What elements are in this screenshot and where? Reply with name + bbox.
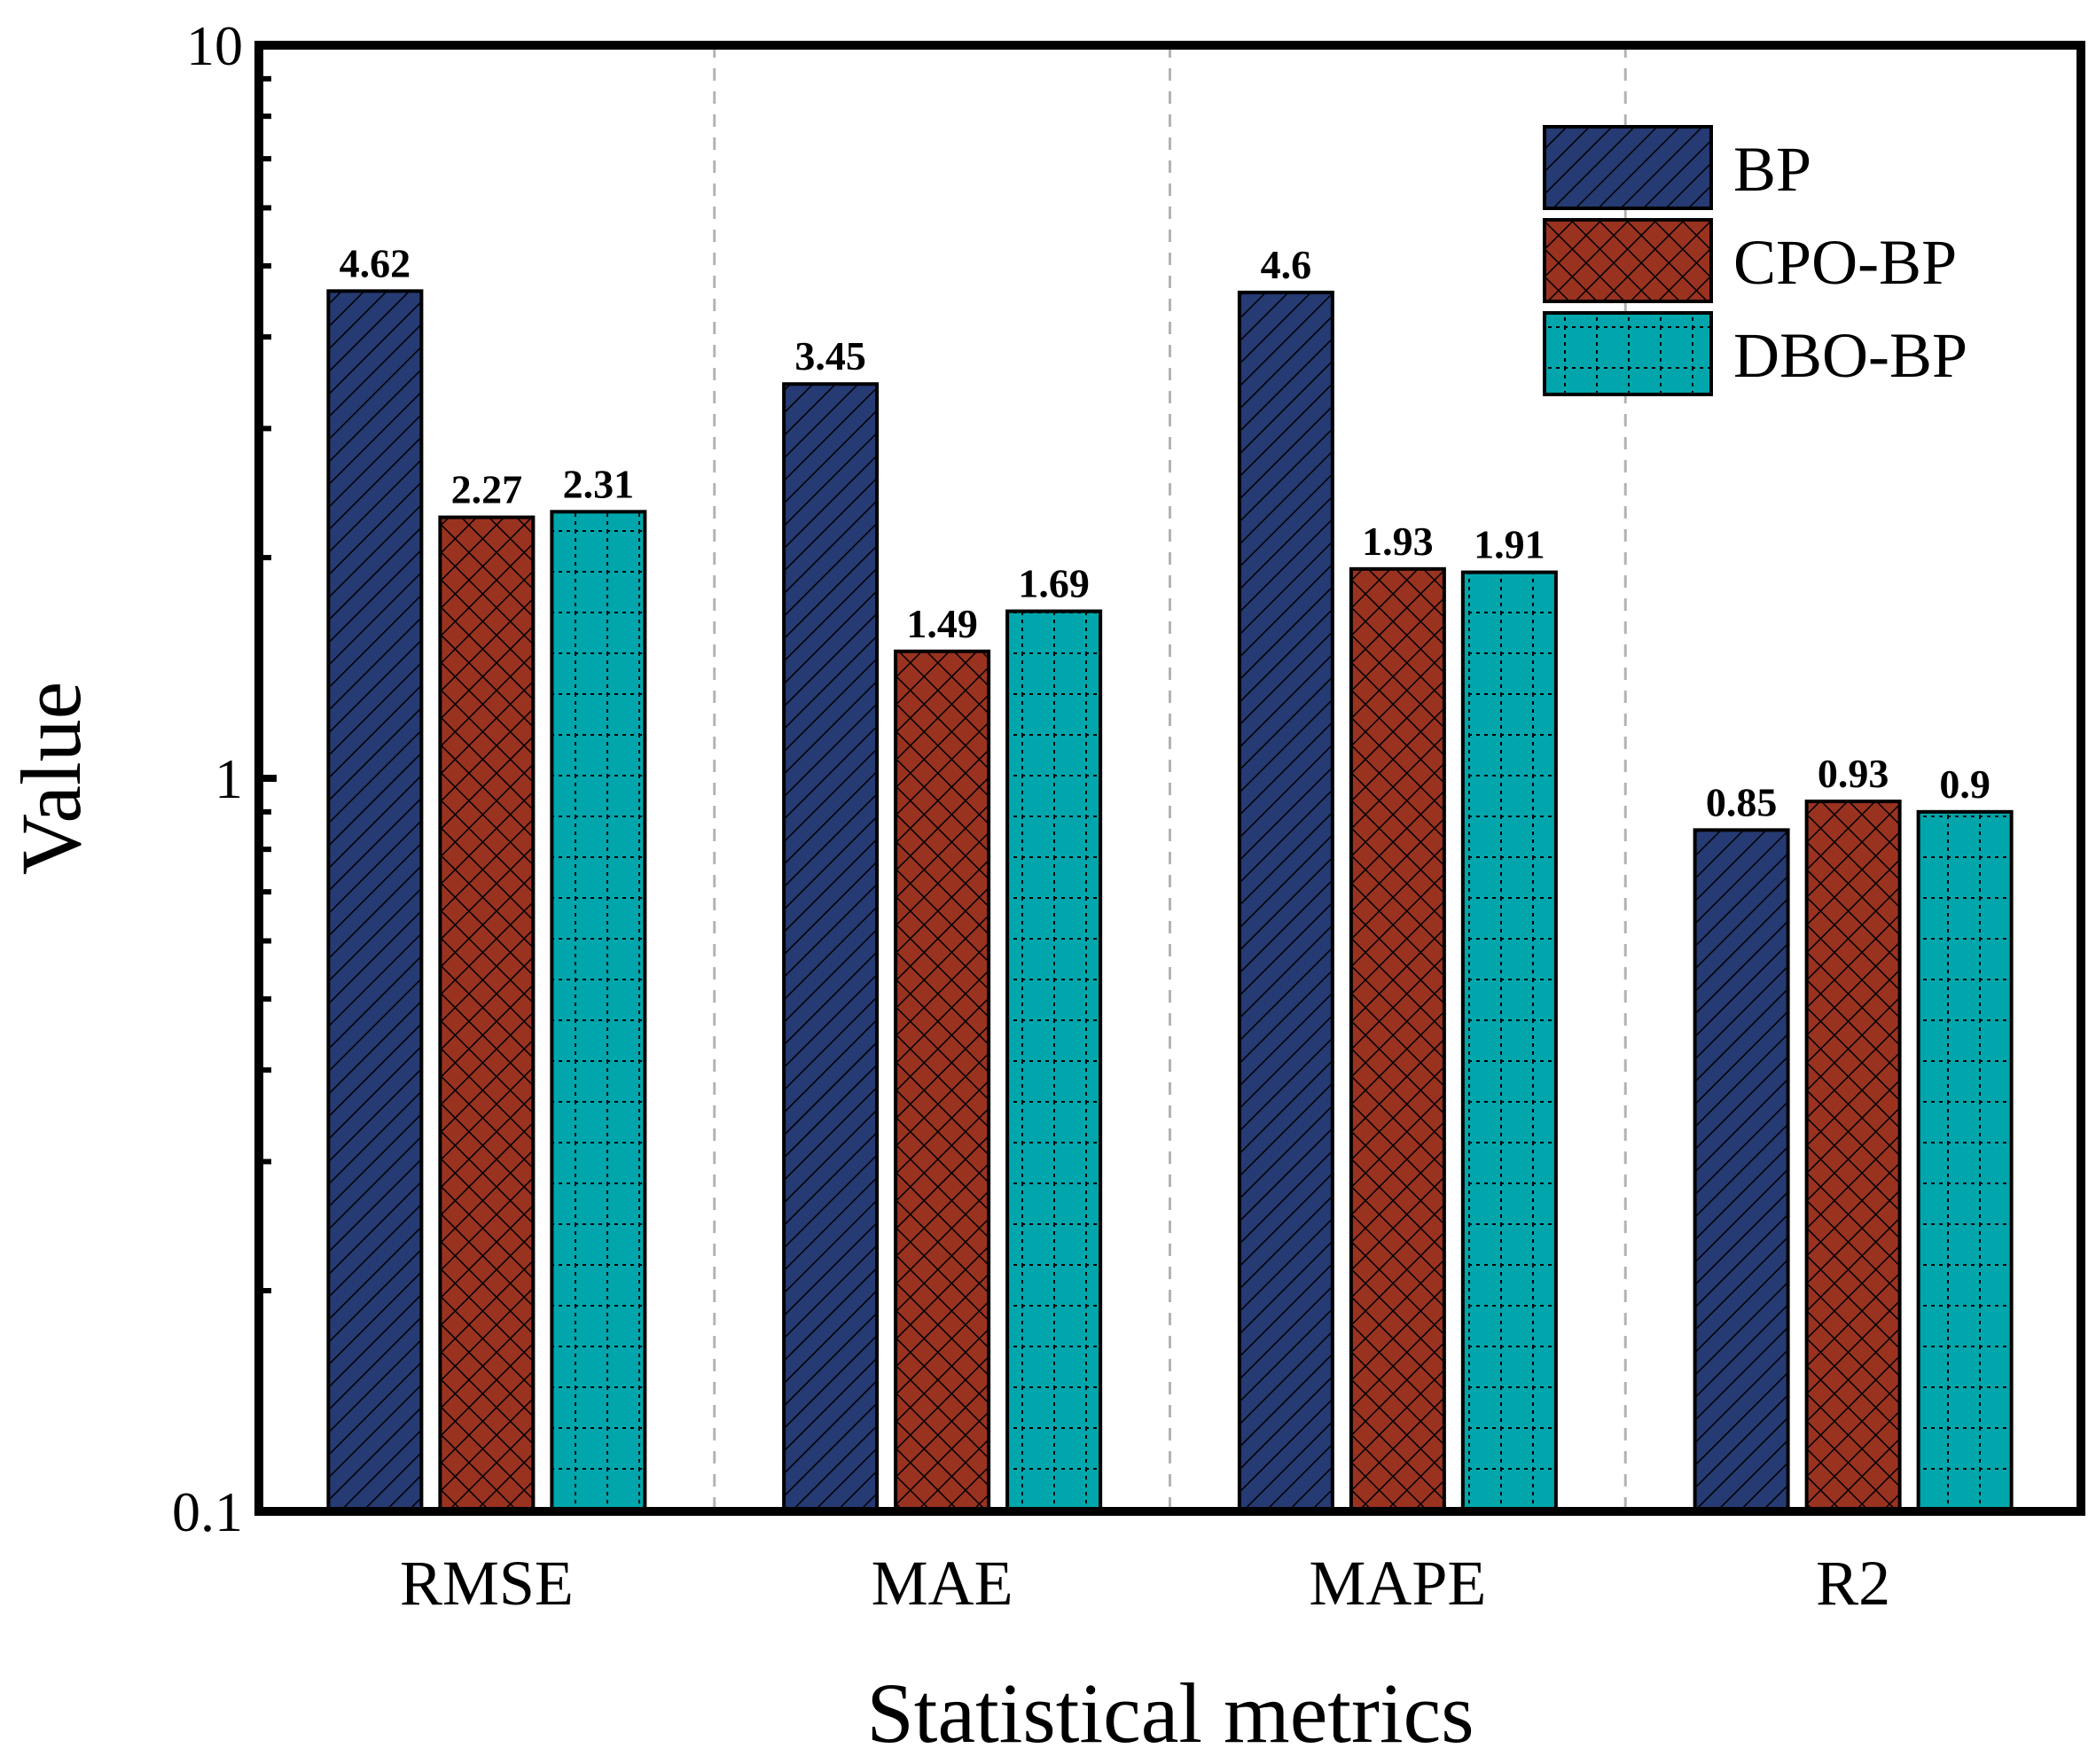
data-label: 1.91 <box>1474 522 1545 567</box>
legend-swatch-bp <box>1543 125 1713 210</box>
data-label: 1.49 <box>906 601 978 646</box>
data-label: 0.93 <box>1818 751 1889 796</box>
legend-swatch-dbo-bp <box>1543 311 1713 396</box>
x-axis-title: Statistical metrics <box>866 1666 1474 1760</box>
data-label: 1.69 <box>1018 561 1090 606</box>
bar-bp-mae <box>782 382 880 1513</box>
data-label: 2.27 <box>451 467 523 512</box>
legend-label: BP <box>1733 134 1811 205</box>
legend-label: CPO-BP <box>1733 227 1957 298</box>
data-label: 0.9 <box>1939 761 1990 807</box>
x-tick-label: R2 <box>1816 1548 1890 1619</box>
bar-bp-r2 <box>1693 828 1790 1513</box>
bar-dbo-bp-rmse <box>550 510 647 1514</box>
bar-cpo-bp-mae <box>894 649 991 1513</box>
bar-bp-rmse <box>326 289 424 1514</box>
bar-dbo-bp-mape <box>1460 570 1558 1513</box>
legend-label: DBO-BP <box>1733 320 1967 391</box>
x-tick-label: RMSE <box>400 1548 574 1619</box>
bar-cpo-bp-r2 <box>1804 800 1902 1513</box>
bar-dbo-bp-r2 <box>1916 809 2014 1513</box>
data-label: 4.62 <box>340 240 411 285</box>
y-axis-title: Value <box>4 682 98 876</box>
legend-swatch-cpo-bp <box>1543 218 1713 303</box>
data-label: 2.31 <box>563 461 635 506</box>
x-tick-label: MAE <box>872 1548 1013 1619</box>
bar-cpo-bp-rmse <box>438 515 536 1513</box>
legend: BP CPO-BP DBO-BP <box>1543 125 1967 396</box>
data-label: 3.45 <box>794 333 866 379</box>
bar-dbo-bp-mae <box>1005 609 1103 1513</box>
data-label: 0.85 <box>1706 779 1778 824</box>
bar-cpo-bp-mape <box>1349 566 1446 1513</box>
bar-bp-mape <box>1237 290 1334 1513</box>
data-label: 4.6 <box>1261 242 1312 287</box>
data-label: 1.93 <box>1362 519 1434 564</box>
y-tick-label: 10 <box>186 14 243 77</box>
y-tick-label: 1 <box>215 747 243 810</box>
x-tick-label: MAPE <box>1309 1548 1486 1619</box>
y-tick-label: 0.1 <box>172 1480 243 1543</box>
